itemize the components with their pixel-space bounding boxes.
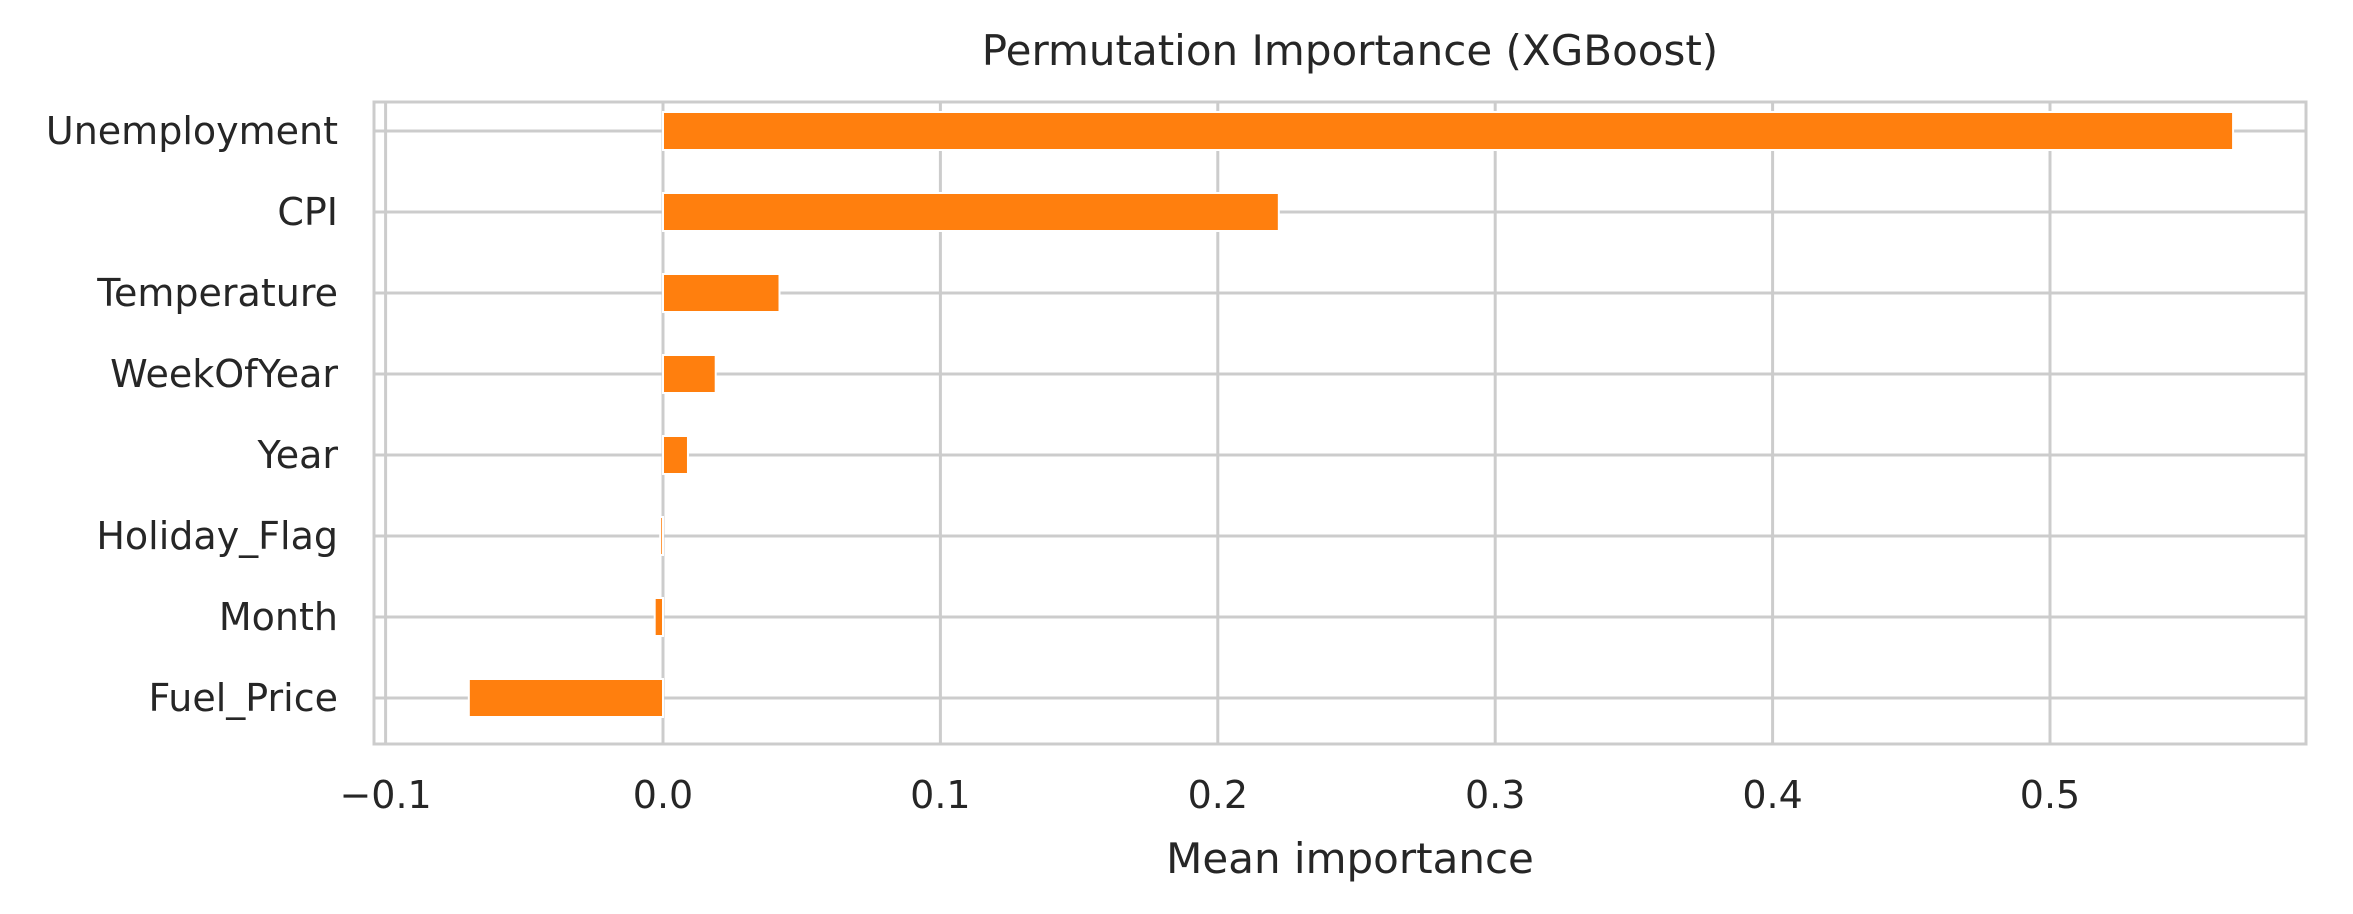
x-axis-label: Mean importance — [1166, 834, 1534, 883]
y-tick-label: Year — [257, 433, 339, 477]
bar-holiday-flag — [659, 516, 665, 556]
x-tick-label: 0.5 — [2020, 773, 2080, 817]
x-tick-labels: −0.1 0.0 0.1 0.2 0.3 0.4 0.5 — [339, 773, 2080, 817]
y-tick-label: WeekOfYear — [110, 352, 338, 396]
bars — [467, 111, 2235, 718]
x-tick-label: −0.1 — [339, 773, 431, 817]
chart-title: Permutation Importance (XGBoost) — [982, 26, 1718, 75]
x-tick-label: 0.3 — [1465, 773, 1525, 817]
bar-month — [653, 597, 664, 637]
bar-year — [662, 435, 689, 475]
bar-weekofyear — [662, 354, 717, 394]
y-tick-labels: Unemployment CPI Temperature WeekOfYear Year… — [46, 109, 338, 720]
y-tick-label: Fuel_Price — [149, 676, 339, 720]
x-tick-label: 0.0 — [633, 773, 693, 817]
bar-cpi — [662, 192, 1280, 232]
y-tick-label: Temperature — [96, 271, 338, 315]
x-tick-label: 0.2 — [1188, 773, 1248, 817]
y-tick-label: Holiday_Flag — [96, 514, 338, 558]
bar-unemployment — [662, 111, 2235, 151]
y-tick-label: Month — [219, 595, 338, 639]
x-tick-label: 0.4 — [1742, 773, 1802, 817]
bar-temperature — [662, 273, 781, 313]
bar-fuel-price — [467, 678, 664, 718]
plot-frame — [372, 100, 2308, 746]
y-tick-label: Unemployment — [46, 109, 338, 153]
x-tick-label: 0.1 — [910, 773, 970, 817]
y-tick-label: CPI — [277, 190, 338, 234]
